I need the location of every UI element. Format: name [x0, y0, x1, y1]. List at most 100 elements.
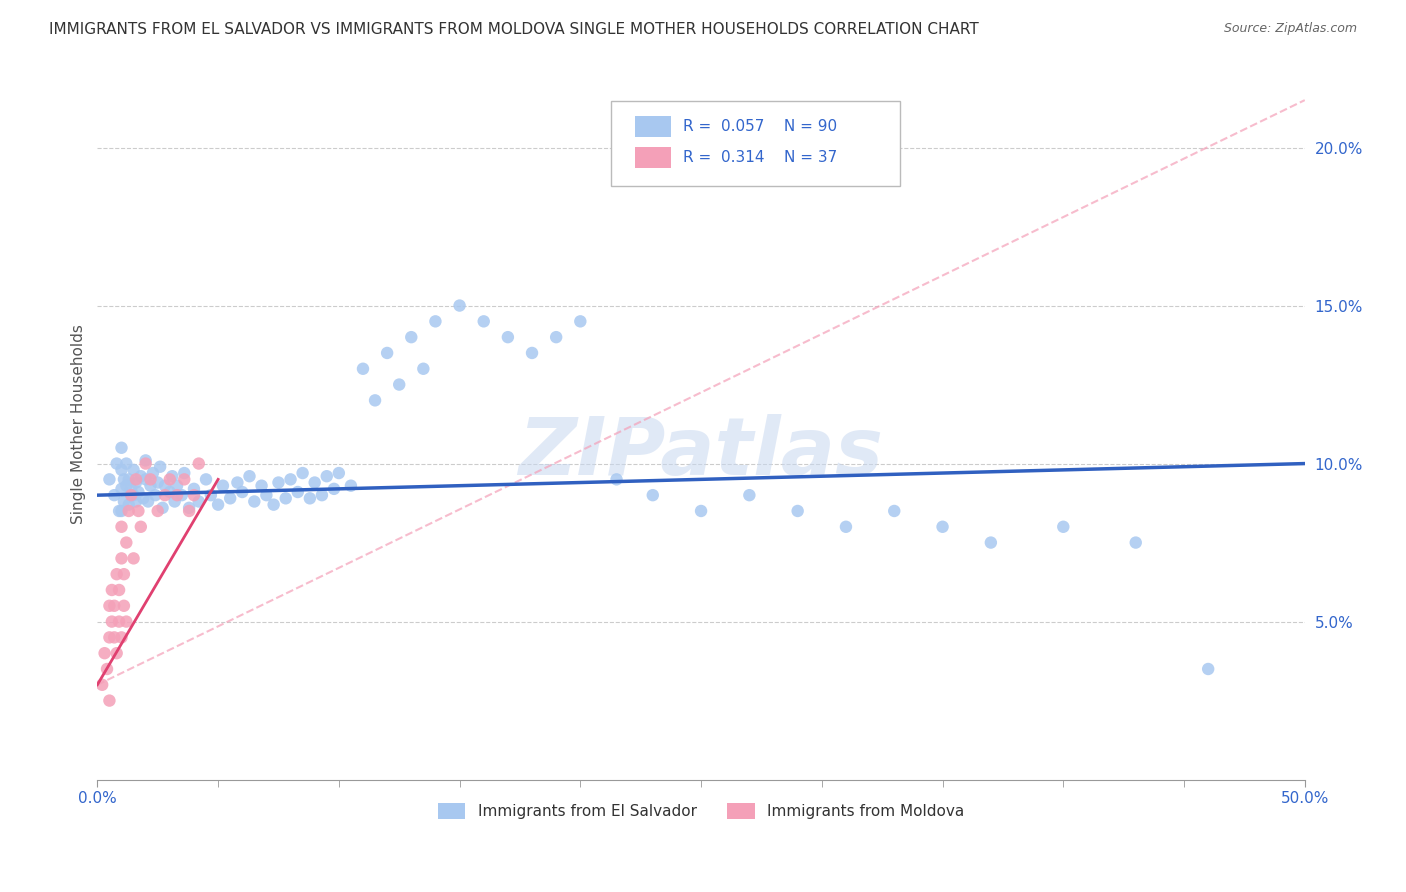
Point — [304, 475, 326, 490]
Point — [139, 478, 162, 492]
Point — [110, 482, 132, 496]
Point — [173, 466, 195, 480]
Point — [291, 466, 314, 480]
Point — [274, 491, 297, 506]
Point — [738, 488, 761, 502]
Text: IMMIGRANTS FROM EL SALVADOR VS IMMIGRANTS FROM MOLDOVA SINGLE MOTHER HOUSEHOLDS : IMMIGRANTS FROM EL SALVADOR VS IMMIGRANT… — [49, 22, 979, 37]
Point — [254, 488, 277, 502]
Point — [153, 488, 176, 502]
Point — [980, 535, 1002, 549]
Point — [931, 520, 953, 534]
Point — [132, 491, 155, 506]
Point — [195, 472, 218, 486]
Point — [120, 482, 142, 496]
Point — [98, 599, 121, 613]
FancyBboxPatch shape — [634, 147, 671, 168]
Point — [606, 472, 628, 486]
Point — [110, 551, 132, 566]
Point — [142, 466, 165, 480]
Point — [122, 463, 145, 477]
Point — [110, 504, 132, 518]
Point — [136, 494, 159, 508]
Point — [183, 482, 205, 496]
Point — [122, 551, 145, 566]
Point — [127, 485, 149, 500]
Point — [388, 377, 411, 392]
Point — [1125, 535, 1147, 549]
Point — [115, 457, 138, 471]
Point — [207, 498, 229, 512]
FancyBboxPatch shape — [634, 116, 671, 137]
Point — [146, 475, 169, 490]
Point — [112, 599, 135, 613]
Point — [569, 314, 592, 328]
Point — [135, 457, 157, 471]
Point — [364, 393, 387, 408]
Point — [179, 504, 201, 518]
Point — [98, 693, 121, 707]
Point — [200, 488, 222, 502]
Point — [108, 615, 131, 629]
Point — [641, 488, 664, 502]
Legend: Immigrants from El Salvador, Immigrants from Moldova: Immigrants from El Salvador, Immigrants … — [432, 797, 970, 825]
Point — [152, 500, 174, 515]
Point — [101, 615, 124, 629]
Text: R =  0.314    N = 37: R = 0.314 N = 37 — [683, 150, 837, 165]
Point — [166, 488, 188, 502]
Point — [146, 504, 169, 518]
Text: R =  0.057    N = 90: R = 0.057 N = 90 — [683, 120, 837, 135]
Point — [125, 494, 148, 508]
Point — [226, 475, 249, 490]
Point — [163, 494, 186, 508]
Point — [118, 472, 141, 486]
Point — [112, 567, 135, 582]
Point — [98, 472, 121, 486]
Text: ZIPatlas: ZIPatlas — [519, 414, 883, 491]
Point — [118, 498, 141, 512]
Point — [546, 330, 568, 344]
Point — [690, 504, 713, 518]
Point — [267, 475, 290, 490]
Point — [352, 361, 374, 376]
Point — [103, 631, 125, 645]
Point — [108, 582, 131, 597]
Point — [103, 488, 125, 502]
Point — [520, 346, 543, 360]
Point — [250, 478, 273, 492]
Point — [105, 457, 128, 471]
Point — [166, 478, 188, 492]
Point — [108, 504, 131, 518]
Point — [243, 494, 266, 508]
Point — [110, 631, 132, 645]
Point — [496, 330, 519, 344]
Point — [127, 504, 149, 518]
Point — [412, 361, 434, 376]
Point — [311, 488, 333, 502]
Point — [375, 346, 398, 360]
Point — [212, 478, 235, 492]
Point — [153, 478, 176, 492]
Point — [135, 472, 157, 486]
Point — [238, 469, 260, 483]
Point — [120, 488, 142, 502]
Point — [298, 491, 321, 506]
Point — [125, 472, 148, 486]
Point — [115, 478, 138, 492]
Point — [449, 299, 471, 313]
Point — [323, 482, 346, 496]
Point — [315, 469, 337, 483]
Point — [122, 488, 145, 502]
Point — [401, 330, 423, 344]
Point — [110, 520, 132, 534]
Point — [173, 472, 195, 486]
FancyBboxPatch shape — [610, 101, 900, 186]
Point — [96, 662, 118, 676]
Point — [110, 463, 132, 477]
Point — [135, 453, 157, 467]
Point — [143, 488, 166, 502]
Point — [159, 472, 181, 486]
Point — [110, 441, 132, 455]
Point — [187, 494, 209, 508]
Point — [129, 520, 152, 534]
Point — [263, 498, 285, 512]
